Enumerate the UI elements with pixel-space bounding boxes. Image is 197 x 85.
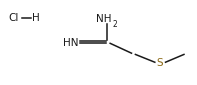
Text: Cl: Cl [9, 13, 19, 23]
Text: 2: 2 [112, 19, 117, 28]
Text: NH: NH [96, 14, 112, 24]
Text: HN: HN [63, 37, 78, 48]
Text: S: S [156, 58, 163, 68]
Text: H: H [32, 13, 39, 23]
